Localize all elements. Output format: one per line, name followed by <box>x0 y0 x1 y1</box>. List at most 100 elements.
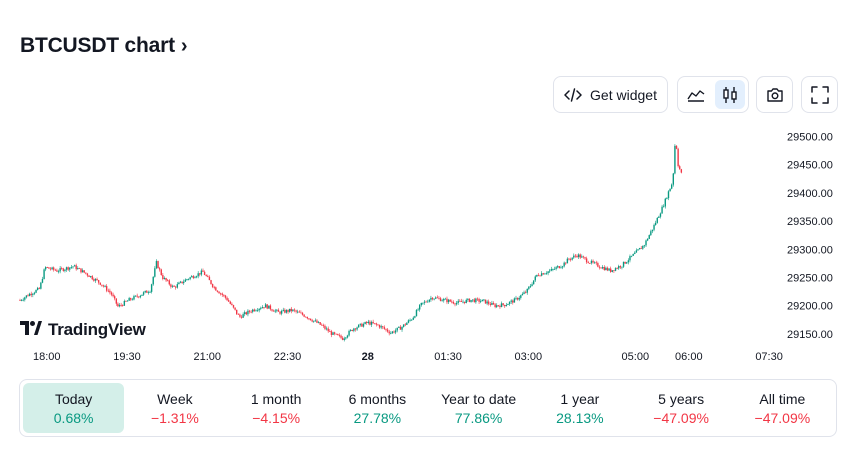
candle <box>163 276 166 280</box>
candle <box>48 267 50 269</box>
candle <box>378 324 381 329</box>
period-tab[interactable]: 6 months 27.78% <box>327 383 428 433</box>
candle <box>536 274 538 278</box>
candle <box>529 284 532 289</box>
period-tab[interactable]: Year to date 77.86% <box>428 383 529 433</box>
candle-body <box>51 267 53 270</box>
candle-body <box>632 253 634 256</box>
tradingview-logo[interactable]: TradingView <box>20 320 146 340</box>
candle <box>166 278 169 282</box>
candle <box>577 253 580 260</box>
time-axis[interactable]: 18:00 19:30 21:00 22:30 28 01:30 03:00 05:00 06:… <box>33 351 783 363</box>
price-axis[interactable]: 29500.00 29450.00 29400.00 29350.00 29300.00… <box>787 131 833 340</box>
candle-body <box>282 309 284 311</box>
candle <box>645 239 647 247</box>
candle-body <box>441 300 443 302</box>
candle <box>77 266 79 270</box>
candle-body <box>322 325 325 326</box>
candle-body <box>234 307 236 310</box>
candle-body <box>337 333 339 336</box>
candle-body <box>592 260 594 263</box>
candle-body <box>22 299 24 301</box>
candle <box>366 321 368 325</box>
candle-body <box>497 305 500 307</box>
candle-body <box>568 258 570 260</box>
candle-body <box>643 245 646 247</box>
candle-body <box>61 268 63 269</box>
candle-body <box>44 267 47 270</box>
candlestick-chart-button[interactable] <box>715 80 745 109</box>
period-tab[interactable]: 1 month −4.15% <box>226 383 327 433</box>
period-tab[interactable]: Today 0.68% <box>23 383 125 433</box>
candle-body <box>470 300 472 302</box>
area-chart-button[interactable] <box>681 80 711 109</box>
candle <box>486 299 488 306</box>
candle-body <box>226 297 228 301</box>
candle <box>248 309 251 314</box>
candle <box>611 270 614 273</box>
candle-body <box>369 321 371 325</box>
period-tab[interactable]: 5 years −47.09% <box>631 383 732 433</box>
get-widget-button[interactable]: Get widget <box>553 76 668 113</box>
candle <box>268 305 270 309</box>
candle <box>622 261 625 269</box>
candle-body <box>313 320 315 322</box>
candle <box>563 261 565 268</box>
candle <box>484 299 487 304</box>
candle-body <box>380 326 382 328</box>
candle <box>305 316 307 318</box>
candle-body <box>133 296 135 300</box>
candle-body <box>277 309 280 312</box>
candle <box>114 294 116 301</box>
candle-body <box>298 311 301 313</box>
candle-body <box>679 166 681 170</box>
candle <box>38 287 40 290</box>
candle-body <box>245 312 248 315</box>
candle <box>447 298 450 304</box>
candle-body <box>53 267 55 270</box>
tradingview-logo-icon <box>20 320 42 340</box>
candle <box>654 220 657 226</box>
candle-body <box>510 300 512 302</box>
candle-body <box>147 292 150 294</box>
candle-body <box>138 296 140 298</box>
candle <box>280 309 283 316</box>
candle <box>136 293 138 298</box>
candle <box>505 302 508 307</box>
candle <box>627 258 630 265</box>
candle <box>438 295 440 300</box>
candle <box>192 275 195 280</box>
price-chart[interactable]: 29500.00 29450.00 29400.00 29350.00 29300.00… <box>0 120 850 368</box>
candle-body <box>181 281 183 284</box>
candle <box>102 284 105 288</box>
candle-body <box>276 309 278 311</box>
candle <box>179 280 182 284</box>
period-tab[interactable]: Week −1.31% <box>124 383 225 433</box>
candle-body <box>96 278 98 281</box>
candle <box>83 270 85 274</box>
candle <box>653 223 655 232</box>
candle <box>467 298 469 302</box>
candle-body <box>529 285 532 287</box>
candle <box>537 272 540 277</box>
candle <box>452 300 455 305</box>
period-tab[interactable]: All time −47.09% <box>732 383 833 433</box>
candle <box>290 306 292 314</box>
candle <box>149 290 151 293</box>
candle-body <box>158 268 161 270</box>
fullscreen-button[interactable] <box>801 76 838 113</box>
candle-body <box>362 323 365 327</box>
candle <box>624 261 626 264</box>
period-tab[interactable]: 1 year 28.13% <box>529 383 630 433</box>
candle <box>367 319 370 325</box>
candle-body <box>484 299 487 304</box>
candle-body <box>57 271 60 273</box>
candle <box>325 326 328 331</box>
screenshot-button[interactable] <box>756 76 793 113</box>
candle <box>224 294 227 300</box>
time-tick-label: 01:30 <box>434 351 462 363</box>
candle-body <box>115 298 118 304</box>
candle-body <box>610 268 612 272</box>
chart-title-link[interactable]: BTCUSDT chart › <box>20 34 188 58</box>
candle-body <box>547 271 549 274</box>
